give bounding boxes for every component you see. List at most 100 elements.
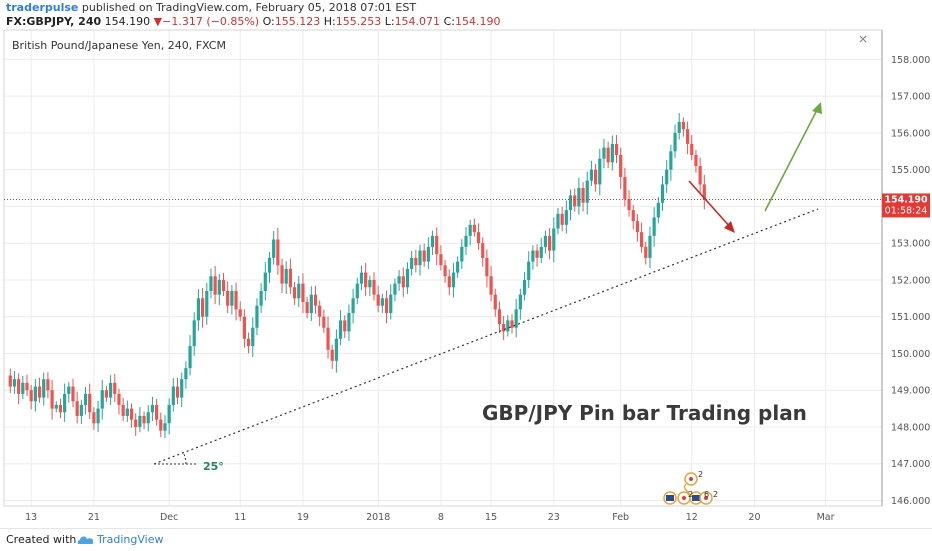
candle-body bbox=[489, 276, 493, 295]
candle-body bbox=[410, 257, 414, 269]
candle-body bbox=[12, 379, 17, 387]
close-pane-icon[interactable] bbox=[859, 35, 867, 43]
candle-body bbox=[163, 423, 167, 431]
bearish-arrowhead-icon bbox=[724, 221, 735, 233]
bearish-arrow-line[interactable] bbox=[688, 180, 732, 229]
angle-label: 25° bbox=[203, 460, 224, 473]
candle-body bbox=[292, 287, 297, 299]
candle-body bbox=[334, 338, 338, 361]
candle-body bbox=[121, 404, 125, 416]
candle-body bbox=[21, 382, 25, 394]
candle-body bbox=[50, 390, 54, 409]
candle-body bbox=[117, 393, 121, 405]
y-tick-label: 151.000 bbox=[891, 312, 930, 323]
candle-body bbox=[242, 316, 247, 339]
candle-body bbox=[71, 386, 75, 402]
candle-body bbox=[92, 412, 96, 424]
y-tick-label: 152.000 bbox=[891, 275, 930, 286]
open-label: O: bbox=[262, 15, 275, 28]
economic-events[interactable]: 2 2 6 2 bbox=[663, 470, 718, 505]
y-tick-label: 148.000 bbox=[891, 422, 930, 433]
candle-body bbox=[493, 294, 497, 310]
candle-body bbox=[104, 390, 109, 398]
candle-body bbox=[518, 294, 522, 310]
candle-body bbox=[464, 235, 468, 247]
candle-body bbox=[113, 382, 117, 394]
candle-body bbox=[573, 195, 577, 207]
candle-body bbox=[522, 279, 527, 295]
candle-body bbox=[568, 195, 573, 211]
candle-body bbox=[594, 169, 598, 185]
trading-plan-annotation[interactable]: GBP/JPY Pin bar Trading plan bbox=[482, 401, 807, 425]
candle-body bbox=[280, 265, 284, 284]
created-with-label: Created with bbox=[6, 533, 77, 546]
close-value: 154.190 bbox=[454, 15, 501, 28]
candle-body bbox=[430, 235, 435, 247]
x-tick-label: 23 bbox=[548, 512, 560, 523]
candle-body bbox=[393, 283, 397, 295]
candle-body bbox=[272, 239, 276, 258]
candle-body bbox=[652, 217, 656, 236]
candle-body bbox=[276, 239, 280, 266]
x-tick-label: Feb bbox=[612, 512, 629, 523]
event-dot-icon bbox=[689, 477, 693, 481]
candle-body bbox=[309, 294, 313, 314]
author-link[interactable]: traderpulse bbox=[6, 1, 79, 14]
candle-body bbox=[58, 404, 63, 413]
candle-body bbox=[217, 279, 221, 295]
candle-body bbox=[384, 298, 389, 314]
candle-body bbox=[677, 121, 681, 133]
trend-line[interactable] bbox=[153, 208, 819, 465]
candle-body bbox=[673, 132, 677, 152]
candle-body bbox=[535, 250, 539, 258]
candle-body bbox=[351, 298, 355, 314]
candle-body bbox=[238, 309, 242, 317]
tradingview-link[interactable]: TradingView bbox=[97, 533, 164, 546]
bullish-arrow-line[interactable] bbox=[764, 107, 819, 212]
candle-body bbox=[476, 232, 481, 244]
candle-body bbox=[698, 166, 702, 185]
candle-body bbox=[155, 404, 159, 420]
candle-body bbox=[631, 210, 635, 222]
candle-body bbox=[426, 246, 430, 262]
candle-body bbox=[527, 261, 531, 280]
candle-body bbox=[589, 169, 594, 181]
x-tick-label: 21 bbox=[88, 512, 100, 523]
candle-body bbox=[468, 224, 472, 236]
candle-body bbox=[359, 272, 364, 284]
high-label: H: bbox=[323, 15, 336, 28]
chart-background bbox=[0, 28, 932, 528]
candle-body bbox=[330, 349, 334, 361]
x-tick-label: 13 bbox=[25, 512, 37, 523]
candle-body bbox=[246, 338, 251, 347]
candle-body bbox=[305, 302, 309, 314]
y-tick-label: 150.000 bbox=[891, 349, 930, 360]
time-axis[interactable]: 13 21 Dec 11 19 2018 8 15 23 Feb 12 20 Mar bbox=[25, 512, 834, 523]
candle-body bbox=[79, 404, 83, 416]
candle-body bbox=[389, 294, 393, 314]
candle-body bbox=[159, 419, 163, 431]
candle-body bbox=[443, 265, 447, 277]
candle-body bbox=[577, 188, 581, 207]
price-chart[interactable]: 146.000 147.000 148.000 149.000 150.000 151.0… bbox=[0, 28, 932, 528]
candle-body bbox=[685, 129, 690, 144]
candle-body bbox=[100, 390, 104, 409]
candle-body bbox=[338, 320, 343, 339]
x-tick-label: 15 bbox=[485, 512, 497, 523]
low-label: L: bbox=[384, 15, 395, 28]
candles bbox=[8, 113, 706, 438]
candle-body bbox=[644, 246, 648, 258]
y-tick-label: 153.000 bbox=[891, 239, 930, 250]
candle-body bbox=[623, 177, 627, 200]
chart-title: British Pound/Japanese Yen, 240, FXCM bbox=[12, 39, 226, 52]
candle-body bbox=[150, 404, 155, 413]
x-tick-label: Mar bbox=[817, 512, 835, 523]
candle-body bbox=[213, 276, 217, 295]
candle-body bbox=[669, 151, 673, 170]
candle-body bbox=[690, 143, 694, 155]
publish-line: traderpulse published on TradingView.com… bbox=[6, 1, 416, 14]
candle-body bbox=[175, 386, 180, 398]
candle-body bbox=[552, 228, 556, 251]
y-tick-label: 147.000 bbox=[891, 459, 930, 470]
x-tick-label: 12 bbox=[686, 512, 698, 523]
